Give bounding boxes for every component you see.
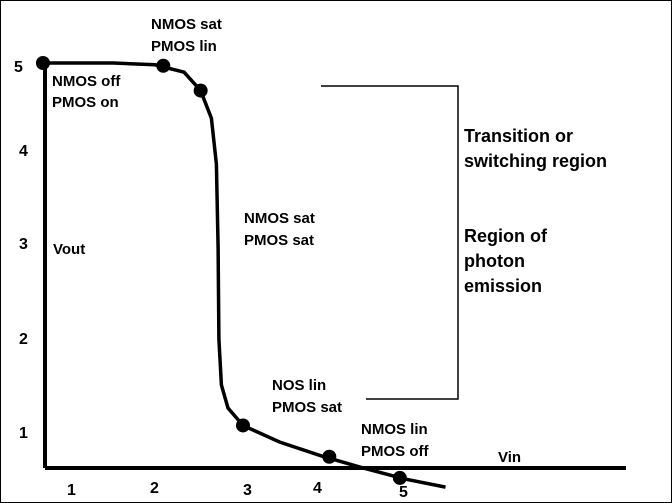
photon-emission-label: emission <box>464 276 542 296</box>
y-tick-label: 3 <box>19 236 28 253</box>
photon-emission-label: photon <box>464 251 525 271</box>
x-tick-label: 3 <box>243 482 252 499</box>
region-bracket <box>321 85 459 400</box>
photon-emission-label: Region of <box>464 226 548 246</box>
y-tick-label: 4 <box>19 143 28 160</box>
y-axis-label: Vout <box>53 241 85 258</box>
y-tick-label: 1 <box>19 425 28 442</box>
x-axis-label: Vin <box>498 449 521 466</box>
data-point <box>392 470 407 485</box>
transition-region-label: Transition or <box>464 126 573 146</box>
annotation-nmos-sat-pmos-sat: NMOS sat <box>244 210 315 227</box>
data-point <box>193 83 208 98</box>
x-tick-label: 2 <box>150 480 159 497</box>
data-point <box>235 418 250 433</box>
data-point <box>322 449 337 464</box>
annotation-nmos-off-pmos-on: PMOS on <box>52 94 119 111</box>
annotation-nmos-sat-pmos-lin: PMOS lin <box>151 38 217 55</box>
y-tick-label: 2 <box>19 331 28 348</box>
data-point <box>156 58 171 73</box>
x-tick-label: 4 <box>313 480 322 497</box>
annotation-nmos-lin-pmos-off: NMOS lin <box>361 421 428 438</box>
data-point <box>35 56 50 70</box>
annotation-nos-lin-pmos-sat: NOS lin <box>272 377 326 394</box>
annotation-nos-lin-pmos-sat: PMOS sat <box>272 399 342 416</box>
annotation-nmos-off-pmos-on: NMOS off <box>52 73 121 90</box>
y-tick-label: 5 <box>14 59 23 76</box>
annotation-nmos-lin-pmos-off: PMOS off <box>361 443 429 460</box>
x-tick-label: 5 <box>399 484 408 501</box>
annotation-nmos-sat-pmos-sat: PMOS sat <box>244 232 314 249</box>
transition-region-label: switching region <box>464 151 607 171</box>
x-tick-label: 1 <box>67 482 76 499</box>
annotation-nmos-sat-pmos-lin: NMOS sat <box>151 16 222 33</box>
